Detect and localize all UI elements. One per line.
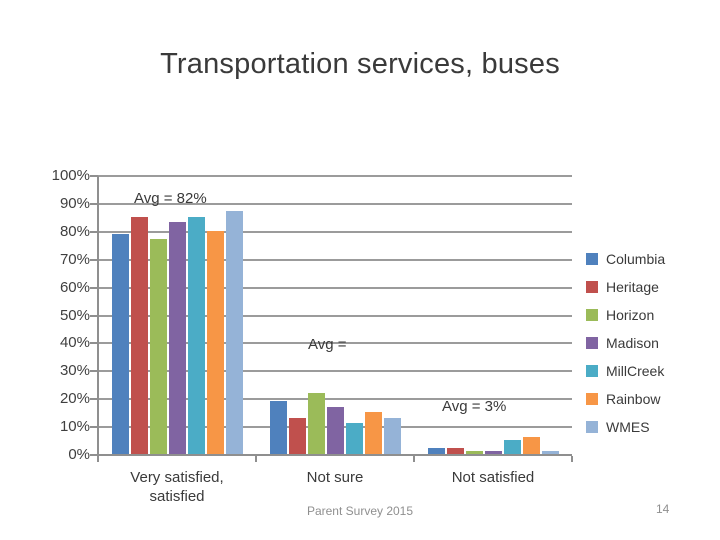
legend-swatch-rainbow (586, 393, 598, 405)
plot-area (90, 175, 573, 462)
gridline-100 (98, 175, 572, 177)
legend-label-rainbow: Rainbow (606, 391, 661, 407)
y-axis-label-50: 50% (59, 306, 90, 324)
bar-horizon-cat0 (149, 239, 167, 454)
bar-madison-cat1 (326, 406, 344, 454)
y-axis-label-20: 20% (59, 390, 90, 408)
legend-swatch-horizon (586, 309, 598, 321)
y-axis-label-100: 100% (51, 167, 90, 184)
legend-item-heritage: Heritage (586, 273, 665, 301)
footer-text: Parent Survey 2015 (306, 504, 414, 518)
y-axis-tick-100 (90, 175, 98, 177)
bar-heritage-cat0 (130, 216, 148, 454)
bar-rainbow-cat0 (206, 230, 224, 454)
y-axis-tick-60 (90, 286, 98, 289)
annotation-avg-very-satisfied: Avg = 82% (134, 190, 207, 207)
y-axis-tick-40 (90, 342, 98, 345)
legend-swatch-heritage (586, 281, 598, 293)
bar-wmes-cat2 (541, 451, 559, 454)
y-axis-label-60: 60% (59, 278, 90, 296)
gridline-60 (98, 286, 572, 289)
y-axis-tick-20 (90, 398, 98, 401)
bar-horizon-cat2 (465, 451, 483, 454)
y-axis-label-0: 0% (68, 446, 90, 463)
category-label-not-satisfied: Not satisfied (451, 469, 535, 486)
legend-item-wmes: WMES (586, 413, 665, 441)
legend-swatch-columbia (586, 253, 598, 265)
legend-label-horizon: Horizon (606, 307, 655, 323)
bar-heritage-cat1 (288, 417, 306, 454)
legend-item-columbia: Columbia (586, 245, 665, 273)
category-label-very-satisfied: Very satisfied, satisfied (130, 469, 224, 505)
legend-swatch-madison (586, 337, 598, 349)
gridline-90 (98, 202, 572, 205)
chart-legend: Columbia Heritage Horizon Madison MillCreek R… (586, 245, 665, 441)
bar-millcreek-cat1 (345, 423, 363, 454)
y-axis-tick-70 (90, 258, 98, 261)
bar-group-0 (111, 211, 243, 454)
gridline-80 (98, 230, 572, 233)
bar-rainbow-cat1 (364, 412, 382, 454)
x-axis-tick-1 (255, 456, 257, 462)
slide-title: Transportation services, buses (160, 48, 560, 80)
gridline-70 (98, 258, 572, 261)
legend-label-columbia: Columbia (606, 251, 666, 267)
y-axis-tick-80 (90, 230, 98, 233)
category-label-not-sure: Not sure (306, 469, 364, 486)
y-axis-label-70: 70% (59, 250, 90, 268)
y-axis-tick-50 (90, 314, 98, 317)
bar-millcreek-cat0 (187, 216, 205, 454)
legend-label-millcreek: MillCreek (606, 363, 665, 379)
bar-heritage-cat2 (446, 448, 464, 454)
gridline-20 (98, 398, 572, 401)
y-axis-label-30: 30% (59, 362, 90, 380)
bar-columbia-cat2 (427, 448, 445, 454)
bar-group-1 (269, 392, 401, 454)
y-axis-tick-90 (90, 202, 98, 205)
legend-label-heritage: Heritage (606, 279, 659, 295)
page-number: 14 (656, 502, 670, 516)
bar-columbia-cat0 (111, 233, 129, 454)
bar-wmes-cat0 (225, 211, 243, 454)
y-axis-tick-30 (90, 370, 98, 373)
annotation-avg-not-sure: Avg = (308, 336, 347, 353)
y-axis-line (97, 176, 99, 455)
bar-group-2 (427, 437, 559, 454)
gridline-50 (98, 314, 572, 317)
bar-millcreek-cat2 (503, 440, 521, 454)
bar-madison-cat2 (484, 451, 502, 454)
bar-rainbow-cat2 (522, 437, 540, 454)
bar-horizon-cat1 (307, 392, 325, 454)
legend-item-madison: Madison (586, 329, 665, 357)
x-axis-tick-0 (97, 456, 99, 462)
annotation-avg-not-satisfied: Avg = 3% (442, 398, 507, 415)
legend-item-horizon: Horizon (586, 301, 665, 329)
y-axis-label-10: 10% (59, 418, 90, 436)
bar-wmes-cat1 (383, 417, 401, 454)
y-axis-tick-10 (90, 426, 98, 429)
legend-item-millcreek: MillCreek (586, 357, 665, 385)
y-axis-tick-0 (90, 454, 98, 456)
x-axis-tick-3 (571, 456, 573, 462)
y-axis-label-80: 80% (59, 222, 90, 240)
legend-item-rainbow: Rainbow (586, 385, 665, 413)
legend-label-madison: Madison (606, 335, 659, 351)
x-axis-tick-2 (413, 456, 415, 462)
y-axis-label-40: 40% (59, 334, 90, 352)
legend-swatch-wmes (586, 421, 598, 433)
gridline-30 (98, 370, 572, 373)
bar-madison-cat0 (168, 222, 186, 454)
legend-swatch-millcreek (586, 365, 598, 377)
y-axis-label-90: 90% (59, 194, 90, 212)
bar-columbia-cat1 (269, 401, 287, 454)
gridline-40 (98, 342, 572, 345)
legend-label-wmes: WMES (606, 419, 650, 435)
x-axis-line (98, 454, 572, 456)
